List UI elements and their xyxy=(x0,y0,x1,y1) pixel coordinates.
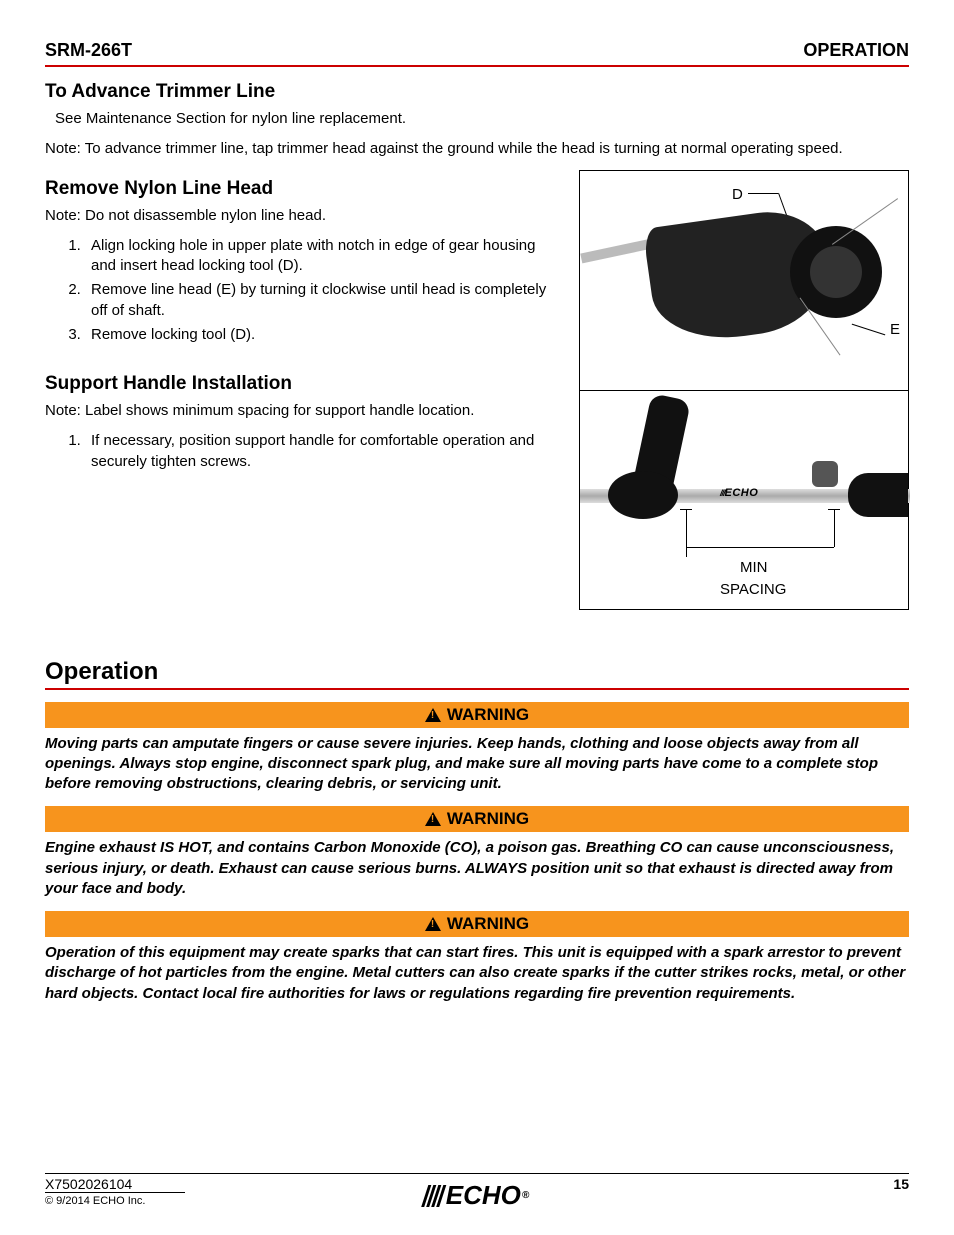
leader-line xyxy=(748,193,778,194)
bracket-line xyxy=(686,509,687,557)
warning-banner: WARNING xyxy=(45,806,909,832)
bracket-line xyxy=(834,509,835,547)
remove-step-3: Remove locking tool (D). xyxy=(85,325,561,345)
label-min: MIN xyxy=(740,559,768,576)
remove-head-steps: Align locking hole in upper plate with n… xyxy=(85,236,561,345)
section-name: OPERATION xyxy=(803,40,909,61)
remove-step-2: Remove line head (E) by turning it clock… xyxy=(85,280,561,321)
warning-banner: WARNING xyxy=(45,911,909,937)
model-number: SRM-266T xyxy=(45,40,132,61)
heading-support-handle: Support Handle Installation xyxy=(45,373,561,395)
figure-stack: D E xyxy=(579,170,909,610)
echo-logo: ECHO® xyxy=(425,1180,530,1211)
bracket-line xyxy=(686,547,834,548)
warning-label: WARNING xyxy=(447,809,529,829)
figure-support-handle: ///ECHO MIN SPACING xyxy=(579,390,909,610)
shaft-logo: ///ECHO xyxy=(720,487,758,499)
figure-trimmer-head: D E xyxy=(579,170,909,390)
support-handle-note: Note: Label shows minimum spacing for su… xyxy=(45,401,561,421)
remove-head-note: Note: Do not disassemble nylon line head… xyxy=(45,206,561,226)
heading-advance-line: To Advance Trimmer Line xyxy=(45,81,909,103)
advance-line-text: See Maintenance Section for nylon line r… xyxy=(55,109,909,129)
page-header: SRM-266T OPERATION xyxy=(45,40,909,67)
advance-line-note: Note: To advance trimmer line, tap trimm… xyxy=(45,139,909,159)
support-handle-steps: If necessary, position support handle fo… xyxy=(85,431,561,472)
warning-label: WARNING xyxy=(447,914,529,934)
heading-remove-head: Remove Nylon Line Head xyxy=(45,178,561,200)
heading-operation: Operation xyxy=(45,658,909,690)
support-step-1: If necessary, position support handle fo… xyxy=(85,431,561,472)
illustration-handle-base xyxy=(608,471,678,519)
warning-text-2: Engine exhaust IS HOT, and contains Carb… xyxy=(45,838,909,899)
callout-e: E xyxy=(890,321,900,338)
illustration-spool-inner xyxy=(810,246,862,298)
warning-text-3: Operation of this equipment may create s… xyxy=(45,943,909,1004)
warning-icon xyxy=(425,708,441,722)
copyright: © 9/2014 ECHO Inc. xyxy=(45,1192,185,1207)
warning-text-1: Moving parts can amputate fingers or cau… xyxy=(45,734,909,795)
illustration-clamp xyxy=(812,461,838,487)
bracket-tick xyxy=(828,509,840,510)
warning-icon xyxy=(425,917,441,931)
doc-number: X7502026104 xyxy=(45,1176,132,1192)
illustration-throttle xyxy=(848,473,908,517)
leader-line xyxy=(852,323,886,335)
warning-label: WARNING xyxy=(447,705,529,725)
warning-icon xyxy=(425,812,441,826)
page-number: 15 xyxy=(893,1176,909,1192)
callout-d: D xyxy=(732,186,743,203)
label-spacing: SPACING xyxy=(720,581,786,598)
warning-banner: WARNING xyxy=(45,702,909,728)
remove-step-1: Align locking hole in upper plate with n… xyxy=(85,236,561,277)
bracket-tick xyxy=(680,509,692,510)
